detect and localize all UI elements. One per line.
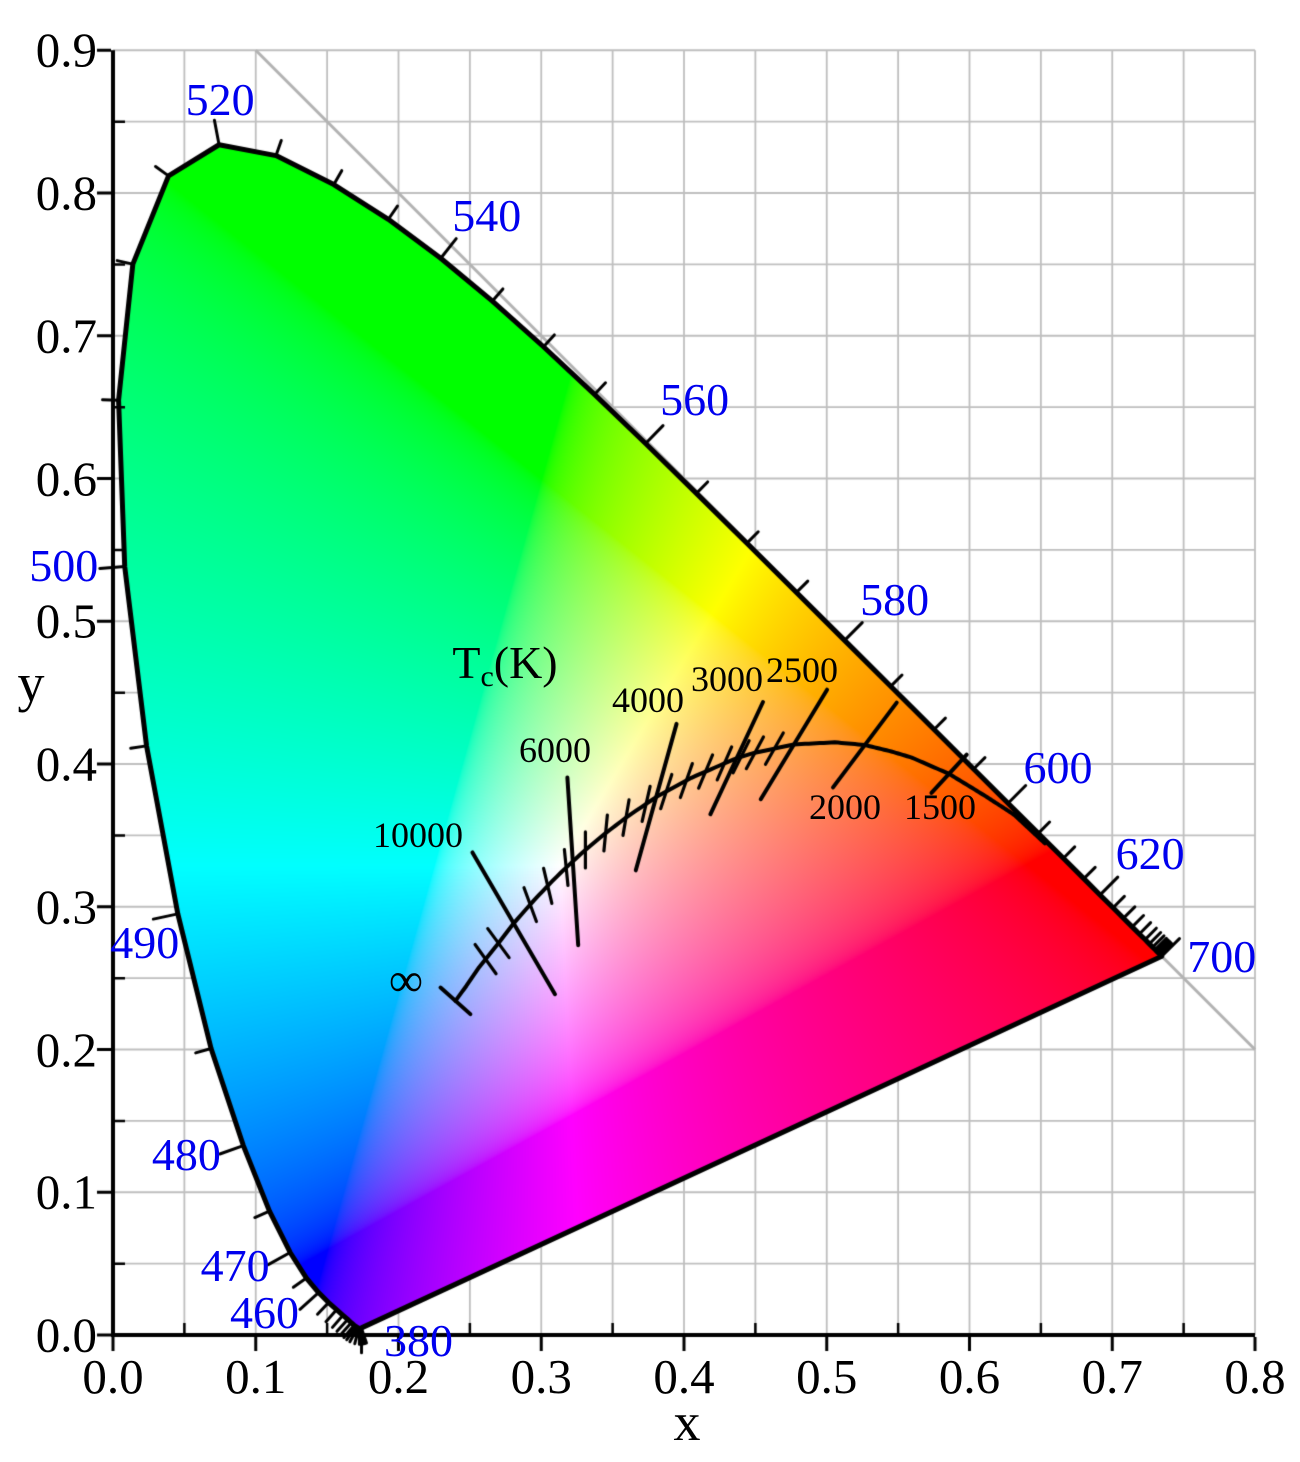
diagram-canvas [0,0,1300,1462]
cie-chromaticity-diagram: 0.0 0.1 0.2 0.3 0.4 0.5 0.6 0.7 0.8 0.0 0.1 0.2 0.3 0… [0,0,1300,1462]
